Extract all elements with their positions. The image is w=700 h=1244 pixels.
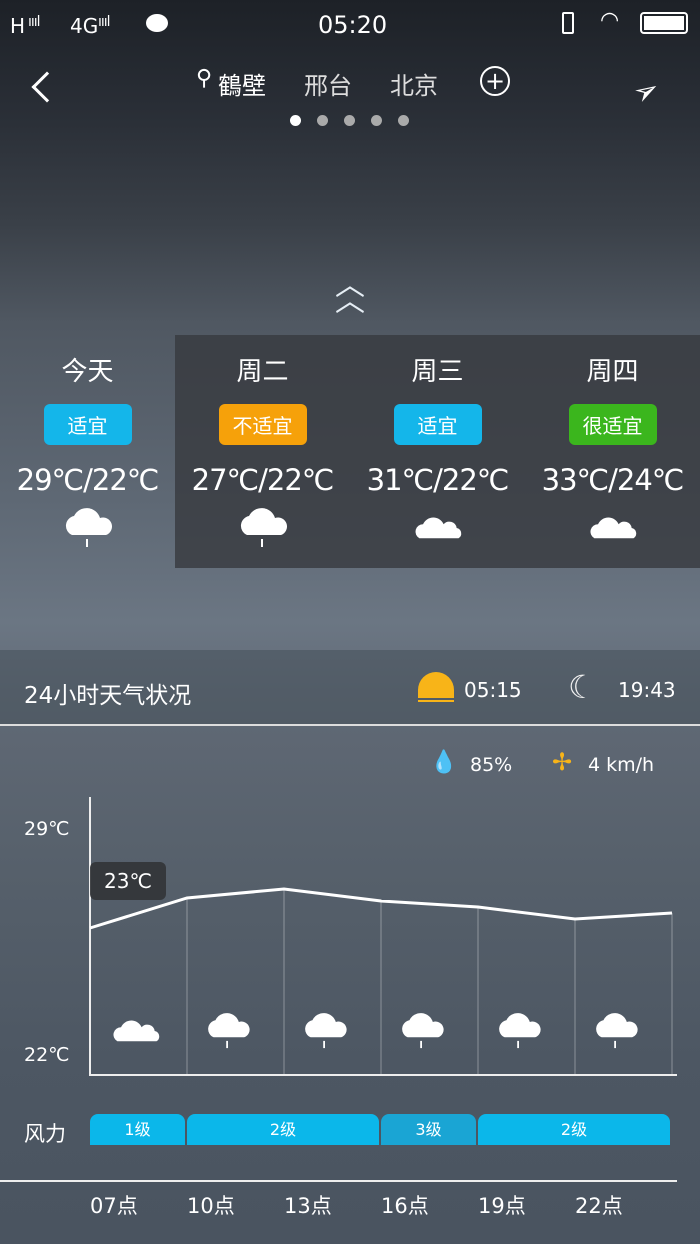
back-button[interactable]	[31, 71, 63, 103]
cloudy-icon	[525, 505, 700, 553]
suitability-badge: 不适宜	[218, 404, 307, 445]
hourly-header: 24小时天气状况 05:15 ☾ 19:43	[0, 650, 700, 726]
rain-cloud-icon	[298, 1008, 352, 1058]
signal-h: H	[10, 14, 26, 38]
sunset-time: 19:43	[618, 678, 676, 702]
page-dot-active	[290, 115, 301, 126]
wind-level-bar: 1级	[90, 1114, 185, 1145]
sunrise-icon	[418, 672, 454, 698]
city-tab-hebi[interactable]: 鶴壁	[218, 72, 266, 100]
temp-range: 31℃/22℃	[366, 463, 510, 497]
clock: 05:20	[318, 11, 388, 39]
sunrise-time: 05:15	[464, 678, 522, 702]
hour-label: 19点	[478, 1194, 526, 1218]
suitability-badge: 适宜	[393, 404, 482, 445]
rain-cloud-icon	[0, 505, 175, 553]
signal-4g: 4G	[70, 14, 99, 38]
forecast-day[interactable]: 今天 适宜 29℃/22℃	[0, 335, 175, 568]
hour-label: 10点	[187, 1194, 235, 1218]
current-temp-tooltip: 23℃	[90, 862, 166, 900]
location-pin-icon: ⚲	[196, 66, 213, 91]
rain-cloud-icon	[492, 1008, 546, 1058]
wind-speed: 4 km/h	[588, 754, 655, 776]
moon-icon: ☾	[568, 668, 597, 706]
battery-icon	[640, 12, 688, 34]
page-dot	[371, 115, 382, 126]
wind-icon: ✢	[552, 748, 573, 776]
rain-cloud-icon	[395, 1008, 449, 1058]
message-icon	[146, 14, 168, 32]
wind-level-bar: 3级	[381, 1114, 476, 1145]
x-axis	[89, 1074, 677, 1076]
status-bar: H ıııl 4G ıııl 05:20 ◠	[0, 0, 700, 50]
wind-level-bar: 2级	[478, 1114, 670, 1145]
rain-cloud-icon	[175, 505, 350, 553]
day-label: 周三	[411, 357, 464, 387]
hour-label: 13点	[284, 1194, 332, 1218]
hourly-title: 24小时天气状况	[24, 683, 192, 709]
wind-level-bar: 2级	[187, 1114, 379, 1145]
y-min-label: 22℃	[24, 1044, 70, 1066]
humidity-icon: 💧	[430, 750, 458, 775]
forecast-day[interactable]: 周四 很适宜 33℃/24℃	[525, 335, 700, 568]
forecast-day[interactable]: 周三 适宜 31℃/22℃	[350, 335, 525, 568]
suitability-badge: 适宜	[43, 404, 132, 445]
temperature-line	[89, 887, 673, 930]
cloudy-icon	[350, 505, 525, 553]
signal-icon: ıııl	[28, 14, 41, 30]
share-icon[interactable]: ➢	[626, 70, 667, 113]
rain-cloud-icon	[201, 1008, 255, 1058]
y-axis	[89, 797, 91, 1075]
page-dot	[317, 115, 328, 126]
day-label: 周二	[236, 357, 289, 387]
temp-range: 29℃/22℃	[16, 463, 160, 497]
page-dot	[398, 115, 409, 126]
add-city-button[interactable]: +	[480, 66, 510, 96]
temperature-chart	[89, 887, 673, 1074]
current-temp-label: 23℃	[104, 869, 152, 893]
day-label: 今天	[61, 357, 114, 387]
hour-label: 16点	[381, 1194, 429, 1218]
hour-label: 07点	[90, 1194, 138, 1218]
temp-range: 33℃/24℃	[541, 463, 685, 497]
wifi-icon: ◠	[600, 8, 620, 33]
day-label: 周四	[586, 357, 639, 387]
cloudy-icon	[108, 1008, 164, 1058]
divider	[0, 1180, 677, 1182]
city-tab-xingtai[interactable]: 邢台	[304, 72, 352, 100]
forecast-panel: 今天 适宜 29℃/22℃ 周二 不适宜 27℃/22℃ 周三 适宜 31℃/2…	[0, 335, 700, 568]
suitability-badge: 很适宜	[568, 404, 657, 445]
forecast-day[interactable]: 周二 不适宜 27℃/22℃	[175, 335, 350, 568]
wind-label: 风力	[24, 1122, 66, 1146]
y-max-label: 29℃	[24, 818, 70, 840]
page-dot	[344, 115, 355, 126]
rain-cloud-icon	[589, 1008, 643, 1058]
hour-label: 22点	[575, 1194, 623, 1218]
signal-icon: ıııl	[98, 14, 111, 30]
vibrate-icon	[562, 12, 574, 34]
expand-up-icon[interactable]: ︿ ︿	[335, 268, 365, 319]
sunrise-icon-line	[418, 700, 454, 702]
temp-range: 27℃/22℃	[191, 463, 335, 497]
city-tab-beijing[interactable]: 北京	[390, 72, 438, 100]
humidity-value: 85%	[470, 754, 513, 776]
